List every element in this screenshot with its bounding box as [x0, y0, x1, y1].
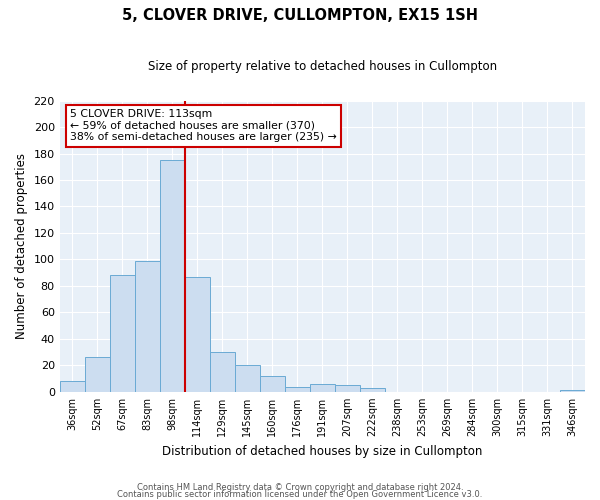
- Bar: [260, 376, 285, 392]
- Bar: [310, 384, 335, 392]
- Bar: [360, 388, 385, 392]
- Text: 5 CLOVER DRIVE: 113sqm
← 59% of detached houses are smaller (370)
38% of semi-de: 5 CLOVER DRIVE: 113sqm ← 59% of detached…: [70, 110, 337, 142]
- Bar: [185, 276, 210, 392]
- Text: Contains HM Land Registry data © Crown copyright and database right 2024.: Contains HM Land Registry data © Crown c…: [137, 484, 463, 492]
- Bar: [59, 381, 85, 392]
- Bar: [210, 352, 235, 392]
- X-axis label: Distribution of detached houses by size in Cullompton: Distribution of detached houses by size …: [162, 444, 482, 458]
- Bar: [335, 385, 360, 392]
- Text: 5, CLOVER DRIVE, CULLOMPTON, EX15 1SH: 5, CLOVER DRIVE, CULLOMPTON, EX15 1SH: [122, 8, 478, 22]
- Bar: [110, 276, 135, 392]
- Bar: [235, 366, 260, 392]
- Bar: [285, 386, 310, 392]
- Y-axis label: Number of detached properties: Number of detached properties: [15, 153, 28, 339]
- Text: Contains public sector information licensed under the Open Government Licence v3: Contains public sector information licen…: [118, 490, 482, 499]
- Bar: [160, 160, 185, 392]
- Bar: [85, 358, 110, 392]
- Bar: [560, 390, 585, 392]
- Title: Size of property relative to detached houses in Cullompton: Size of property relative to detached ho…: [148, 60, 497, 73]
- Bar: [135, 260, 160, 392]
